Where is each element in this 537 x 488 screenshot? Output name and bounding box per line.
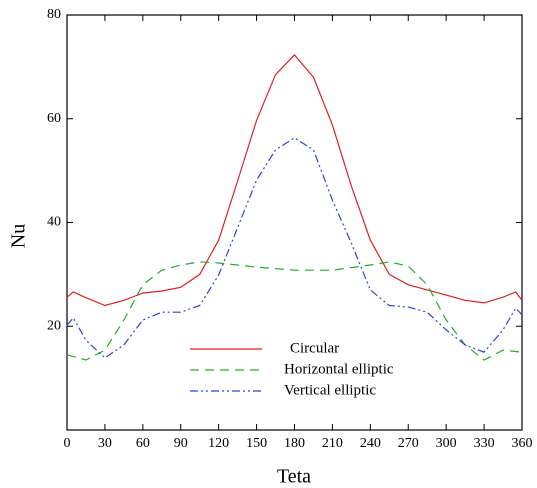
legend-text: Vertical elliptic [284, 382, 376, 398]
y-axis-title: Nu [8, 224, 30, 248]
legend-text: Circular [290, 340, 339, 356]
y-tick-label: 60 [47, 111, 61, 126]
x-axis-title: Teta [277, 466, 311, 488]
legend-text: Horizontal elliptic [284, 361, 394, 377]
x-tick-label: 0 [64, 436, 71, 451]
y-tick-label: 80 [47, 7, 61, 22]
x-tick-label: 90 [174, 436, 188, 451]
x-tick-label: 180 [284, 436, 305, 451]
x-tick-label: 270 [398, 436, 419, 451]
y-tick-label: 40 [47, 215, 61, 230]
x-tick-label: 30 [98, 436, 112, 451]
x-tick-label: 210 [322, 436, 343, 451]
x-tick-label: 240 [360, 436, 381, 451]
series-line [66, 54, 523, 307]
x-tick-label: 300 [436, 436, 457, 451]
x-tick-label: 150 [246, 436, 267, 451]
y-tick-label: 20 [47, 318, 61, 333]
series-line [66, 261, 523, 361]
x-tick-label: 60 [136, 436, 150, 451]
x-tick-label: 120 [208, 436, 229, 451]
series-line [66, 137, 523, 359]
x-tick-label: 330 [474, 436, 495, 451]
x-tick-label: 360 [512, 436, 533, 451]
